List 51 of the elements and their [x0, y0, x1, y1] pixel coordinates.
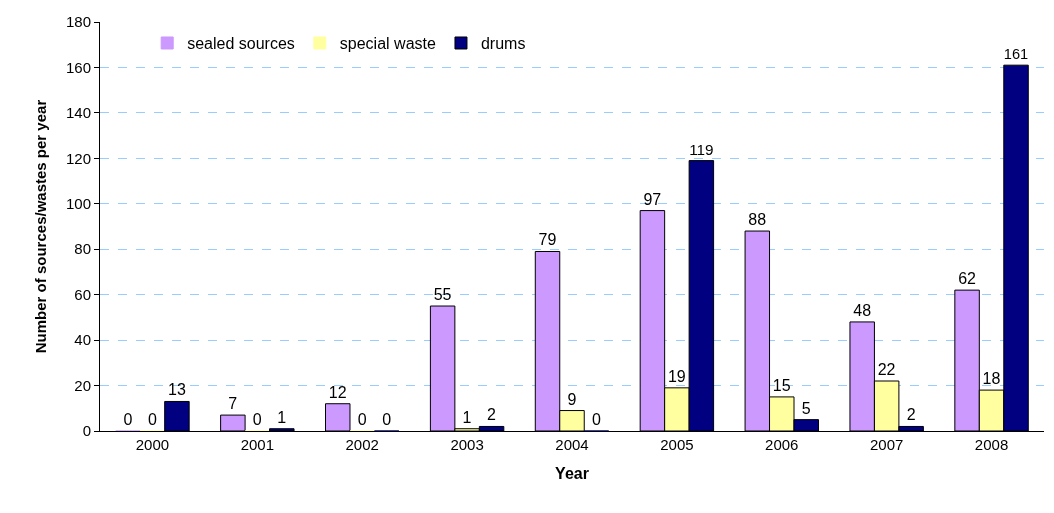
x-tick-label: 2004: [555, 436, 589, 453]
y-tick-label: 60: [74, 285, 91, 303]
y-tick-label: 80: [74, 240, 91, 258]
x-tick-label: 2000: [135, 436, 170, 453]
x-tick-label: 2007: [869, 436, 904, 453]
x-axis-title: Year: [555, 464, 589, 482]
data-label: 22: [877, 361, 896, 379]
x-tick-label: 2001: [240, 436, 275, 453]
data-label: 1: [462, 408, 472, 426]
data-label: 0: [252, 411, 262, 428]
x-tick-label: 2002: [345, 436, 379, 453]
data-label: 5: [801, 399, 811, 417]
x-tick-label: 2003: [450, 436, 484, 453]
data-label: 88: [748, 211, 767, 229]
data-label: 7: [228, 395, 238, 413]
y-tick-label: 100: [65, 195, 91, 213]
data-label: 0: [382, 411, 392, 428]
y-tick-label: 40: [74, 331, 91, 349]
x-tick-label: 2005: [660, 436, 694, 453]
data-label: 48: [853, 301, 872, 319]
data-label: 1: [277, 408, 287, 426]
y-tick-label: 160: [65, 58, 91, 76]
data-label: 9: [567, 390, 577, 408]
data-label: 62: [958, 270, 977, 288]
data-label: 97: [643, 190, 662, 208]
data-label: 55: [433, 286, 452, 304]
y-axis-title: Number of sources/wastes per year: [32, 99, 50, 354]
y-tick-label: 0: [82, 422, 91, 440]
data-label: 2: [906, 406, 916, 424]
legend-label: sealed sources: [187, 35, 295, 53]
data-label: 119: [689, 140, 714, 158]
data-label: 18: [982, 370, 1001, 388]
data-label: 12: [328, 383, 347, 401]
data-label: 161: [1003, 46, 1029, 63]
data-label: 0: [123, 411, 133, 428]
x-tick-label: 2006: [765, 436, 799, 453]
data-label: 0: [147, 411, 157, 428]
legend-label: special waste: [339, 35, 436, 53]
y-tick-label: 140: [65, 104, 91, 122]
data-label: 0: [591, 411, 601, 428]
y-tick-label: 180: [65, 13, 91, 31]
data-label: 0: [357, 411, 367, 428]
data-label: 2: [487, 406, 497, 424]
data-label: 19: [667, 367, 686, 385]
y-tick-label: 120: [65, 149, 91, 167]
legend-label: drums: [480, 35, 526, 53]
data-label: 13: [167, 381, 186, 399]
data-label: 79: [538, 231, 557, 249]
y-tick-label: 20: [74, 376, 91, 394]
data-label: 15: [772, 376, 791, 394]
x-tick-label: 2008: [974, 436, 1009, 453]
